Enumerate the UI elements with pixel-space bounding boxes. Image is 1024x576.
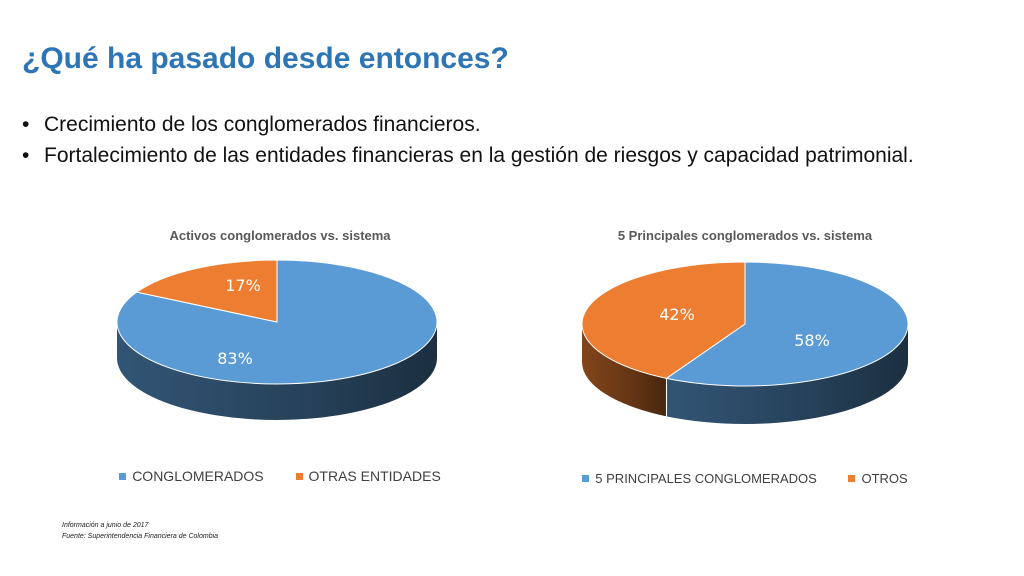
data-label: 83% <box>217 349 253 368</box>
legend-item: OTROS <box>848 471 908 486</box>
pie-chart-activos: Activos conglomerados vs. sistema 83% 17%… <box>80 228 480 498</box>
legend-swatch <box>582 475 590 483</box>
pie-slice <box>581 261 746 379</box>
footnote-date: Información a junio de 2017 <box>62 522 149 529</box>
pie-slice <box>665 261 909 387</box>
pie-side-wall <box>117 322 437 420</box>
data-label: 17% <box>225 276 261 295</box>
bullet-symbol: • <box>22 113 30 136</box>
pie-chart-principales: 5 Principales conglomerados vs. sistema … <box>545 228 945 498</box>
bullet-list: • Crecimiento de los conglomerados finan… <box>22 110 972 172</box>
legend-item: 5 PRINCIPALES CONGLOMERADOS <box>582 471 817 486</box>
bullet-symbol: • <box>22 144 30 167</box>
legend-label: CONGLOMERADOS <box>132 468 264 484</box>
legend-label: 5 PRINCIPALES CONGLOMERADOS <box>595 471 817 486</box>
legend-item: CONGLOMERADOS <box>119 468 264 484</box>
bullet-text: Fortalecimiento de las entidades financi… <box>44 144 914 167</box>
pie-chart-svg: 83% 17% <box>116 259 438 420</box>
chart-title: 5 Principales conglomerados vs. sistema <box>617 228 873 243</box>
legend-label: OTROS <box>861 471 908 486</box>
data-label: 42% <box>659 305 695 324</box>
legend-swatch <box>295 472 303 480</box>
pie-slice <box>135 259 278 323</box>
bullet-item: • Crecimiento de los conglomerados finan… <box>22 110 972 139</box>
legend-label: OTRAS ENTIDADES <box>308 468 441 484</box>
footnote-source: Fuente: Superintendencia Financiera de C… <box>62 533 219 540</box>
pie-side-wall <box>666 324 908 424</box>
bullet-text: Crecimiento de los conglomerados financi… <box>44 113 481 136</box>
bullet-item: • Fortalecimiento de las entidades finan… <box>22 141 972 170</box>
legend-item: OTRAS ENTIDADES <box>295 468 441 484</box>
chart-title: Activos conglomerados vs. sistema <box>169 228 391 243</box>
slide-title: ¿Qué ha pasado desde entonces? <box>22 42 509 75</box>
data-label: 58% <box>794 331 830 350</box>
legend-swatch <box>848 475 856 483</box>
chart-legend: 5 PRINCIPALES CONGLOMERADOS OTROS <box>545 471 945 486</box>
pie-side-wall <box>582 324 667 417</box>
chart-legend: CONGLOMERADOS OTRAS ENTIDADES <box>80 468 480 484</box>
legend-swatch <box>119 472 127 480</box>
pie-chart-svg: 58% 42% <box>581 261 909 424</box>
